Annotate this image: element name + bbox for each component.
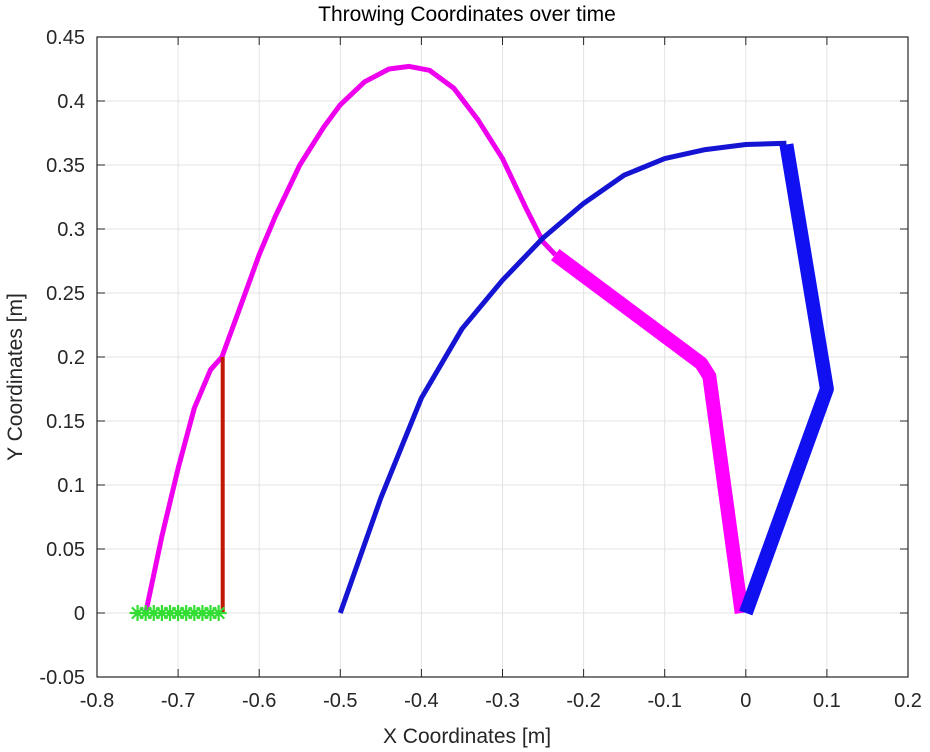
x-tick-label: -0.8 [80,690,114,712]
x-tick-label: -0.1 [647,690,681,712]
y-tick-label: 0 [74,603,85,625]
star-marker-icon [210,605,227,621]
x-tick-label: -0.2 [566,690,600,712]
y-tick-label: 0.2 [57,347,85,369]
x-tick-label: 0.1 [813,690,841,712]
y-tick-label: 0.3 [57,219,85,241]
x-tick-label: -0.6 [242,690,276,712]
x-axis-label: X Coordinates [m] [383,725,551,748]
x-tick-label: -0.3 [485,690,519,712]
data-series [129,63,834,621]
y-tick-label: 0.15 [46,411,85,433]
magenta-projectile-trajectory [143,63,558,614]
blue-arm-path [739,143,834,616]
y-tick-label: 0.35 [46,155,85,177]
y-tick-label: 0.05 [46,539,85,561]
y-tick-labels: -0.05 0 0.05 0.1 0.15 0.2 0.25 0.3 0.35 0.4 0.45 [39,27,85,689]
axis-ticks [96,36,909,678]
magenta-arm-path [551,248,749,614]
x-tick-label: -0.4 [404,690,438,712]
y-tick-label: 0.4 [57,91,85,113]
y-tick-label: 0.1 [57,475,85,497]
y-axis-label: Y Coordinates [m] [4,293,27,461]
y-tick-label: 0.25 [46,283,85,305]
x-tick-label: 0.2 [894,690,922,712]
x-tick-label: -0.5 [323,690,357,712]
x-tick-label: 0 [740,690,751,712]
x-tick-label: -0.7 [161,690,195,712]
x-tick-labels: -0.8 -0.7 -0.6 -0.5 -0.4 -0.3 -0.2 -0.1 0 0.1 0.2 [80,690,922,712]
y-tick-label: 0.45 [46,27,85,49]
blue-projectile-trajectory [337,140,787,614]
chart-title: Throwing Coordinates over time [318,3,616,26]
y-tick-label: -0.05 [39,667,85,689]
